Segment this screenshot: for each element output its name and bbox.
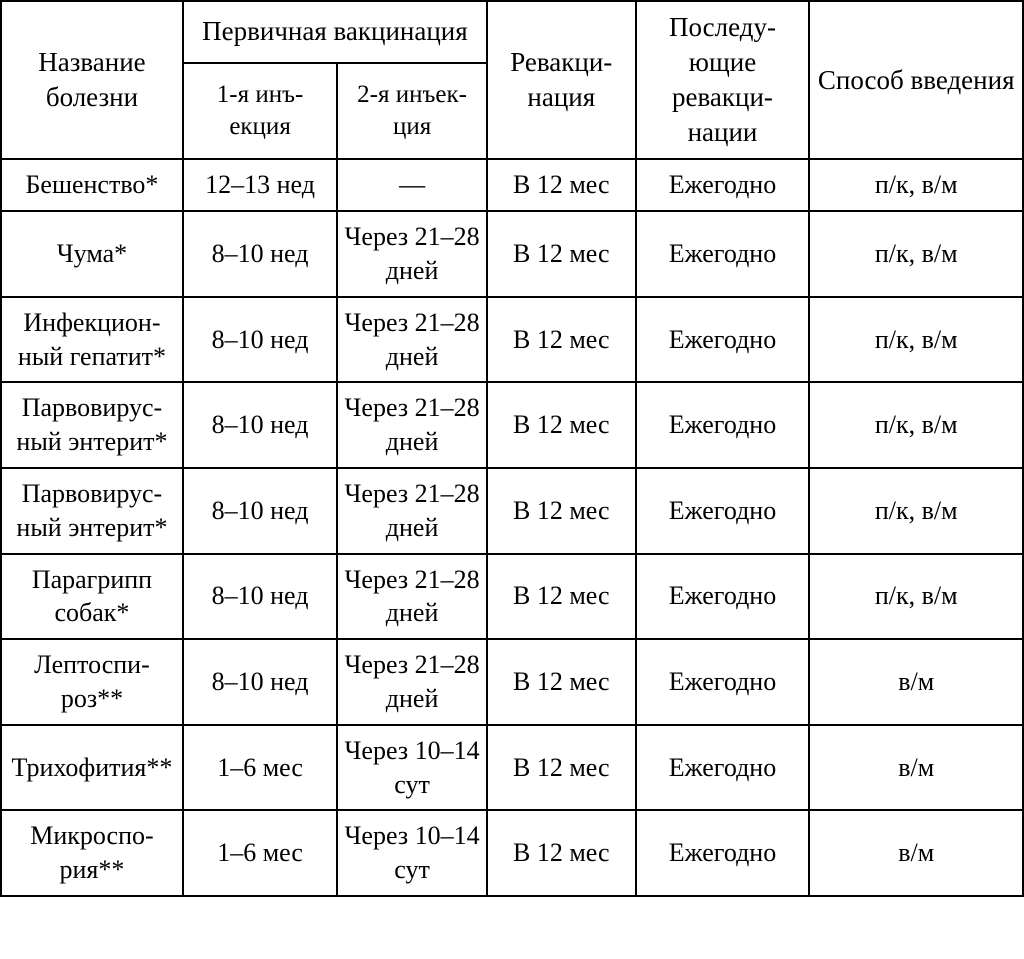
table-row: Парвовирус-ный энтерит*8–10 недЧерез 21–… — [1, 468, 1023, 554]
cell-inj1: 8–10 нед — [183, 211, 337, 297]
table-row: Парвовирус-ный энтерит*8–10 недЧерез 21–… — [1, 382, 1023, 468]
cell-disease: Бешенство* — [1, 159, 183, 211]
cell-revacc: В 12 мес — [487, 810, 636, 896]
cell-revacc: В 12 мес — [487, 211, 636, 297]
table-row: Бешенство*12–13 нед—В 12 месЕжегодноп/к,… — [1, 159, 1023, 211]
cell-inj1: 8–10 нед — [183, 297, 337, 383]
cell-subsequent: Ежегодно — [636, 725, 810, 811]
cell-disease: Инфекцион-ный гепатит* — [1, 297, 183, 383]
cell-method: в/м — [809, 639, 1023, 725]
cell-inj2: Через 10–14 сут — [337, 725, 487, 811]
cell-inj1: 12–13 нед — [183, 159, 337, 211]
cell-subsequent: Ежегодно — [636, 159, 810, 211]
cell-revacc: В 12 мес — [487, 639, 636, 725]
cell-revacc: В 12 мес — [487, 468, 636, 554]
table-row: Парагрипп собак*8–10 недЧерез 21–28 дней… — [1, 554, 1023, 640]
cell-disease: Лептоспи-роз** — [1, 639, 183, 725]
cell-subsequent: Ежегодно — [636, 468, 810, 554]
table-row: Трихофития**1–6 месЧерез 10–14 сутВ 12 м… — [1, 725, 1023, 811]
cell-inj2: Через 21–28 дней — [337, 554, 487, 640]
cell-disease: Парвовирус-ный энтерит* — [1, 468, 183, 554]
col-subsequent: Последу-ющие ревакци-нации — [636, 1, 810, 159]
table-row: Лептоспи-роз**8–10 недЧерез 21–28 днейВ … — [1, 639, 1023, 725]
cell-inj2: Через 10–14 сут — [337, 810, 487, 896]
cell-inj2: Через 21–28 дней — [337, 211, 487, 297]
table-row: Инфекцион-ный гепатит*8–10 недЧерез 21–2… — [1, 297, 1023, 383]
cell-method: п/к, в/м — [809, 468, 1023, 554]
cell-inj1: 8–10 нед — [183, 639, 337, 725]
cell-method: в/м — [809, 810, 1023, 896]
cell-subsequent: Ежегодно — [636, 810, 810, 896]
cell-disease: Парвовирус-ный энтерит* — [1, 382, 183, 468]
col-primary: Первичная вакцинация — [183, 1, 487, 63]
cell-inj2: Через 21–28 дней — [337, 468, 487, 554]
header-row-1: Название болезни Первичная вакцинация Ре… — [1, 1, 1023, 63]
cell-disease: Трихофития** — [1, 725, 183, 811]
cell-subsequent: Ежегодно — [636, 211, 810, 297]
cell-inj1: 8–10 нед — [183, 554, 337, 640]
cell-subsequent: Ежегодно — [636, 639, 810, 725]
cell-subsequent: Ежегодно — [636, 297, 810, 383]
col-disease: Название болезни — [1, 1, 183, 159]
table-row: Чума*8–10 недЧерез 21–28 днейВ 12 месЕже… — [1, 211, 1023, 297]
cell-disease: Чума* — [1, 211, 183, 297]
cell-inj1: 1–6 мес — [183, 810, 337, 896]
vaccination-schedule-table: Название болезни Первичная вакцинация Ре… — [0, 0, 1024, 897]
cell-method: п/к, в/м — [809, 297, 1023, 383]
cell-disease: Микроспо-рия** — [1, 810, 183, 896]
cell-subsequent: Ежегодно — [636, 554, 810, 640]
cell-revacc: В 12 мес — [487, 159, 636, 211]
cell-inj2: Через 21–28 дней — [337, 382, 487, 468]
cell-revacc: В 12 мес — [487, 725, 636, 811]
cell-inj1: 8–10 нед — [183, 468, 337, 554]
cell-inj2: — — [337, 159, 487, 211]
cell-inj1: 1–6 мес — [183, 725, 337, 811]
cell-inj2: Через 21–28 дней — [337, 639, 487, 725]
cell-inj1: 8–10 нед — [183, 382, 337, 468]
col-method: Способ введения — [809, 1, 1023, 159]
cell-method: п/к, в/м — [809, 382, 1023, 468]
cell-method: в/м — [809, 725, 1023, 811]
cell-inj2: Через 21–28 дней — [337, 297, 487, 383]
cell-disease: Парагрипп собак* — [1, 554, 183, 640]
col-inj2: 2-я инъек-ция — [337, 63, 487, 160]
cell-revacc: В 12 мес — [487, 554, 636, 640]
col-revacc: Ревакци-нация — [487, 1, 636, 159]
table-row: Микроспо-рия**1–6 месЧерез 10–14 сутВ 12… — [1, 810, 1023, 896]
cell-method: п/к, в/м — [809, 159, 1023, 211]
col-inj1: 1-я инъ-екция — [183, 63, 337, 160]
cell-method: п/к, в/м — [809, 211, 1023, 297]
cell-revacc: В 12 мес — [487, 297, 636, 383]
cell-method: п/к, в/м — [809, 554, 1023, 640]
cell-revacc: В 12 мес — [487, 382, 636, 468]
cell-subsequent: Ежегодно — [636, 382, 810, 468]
